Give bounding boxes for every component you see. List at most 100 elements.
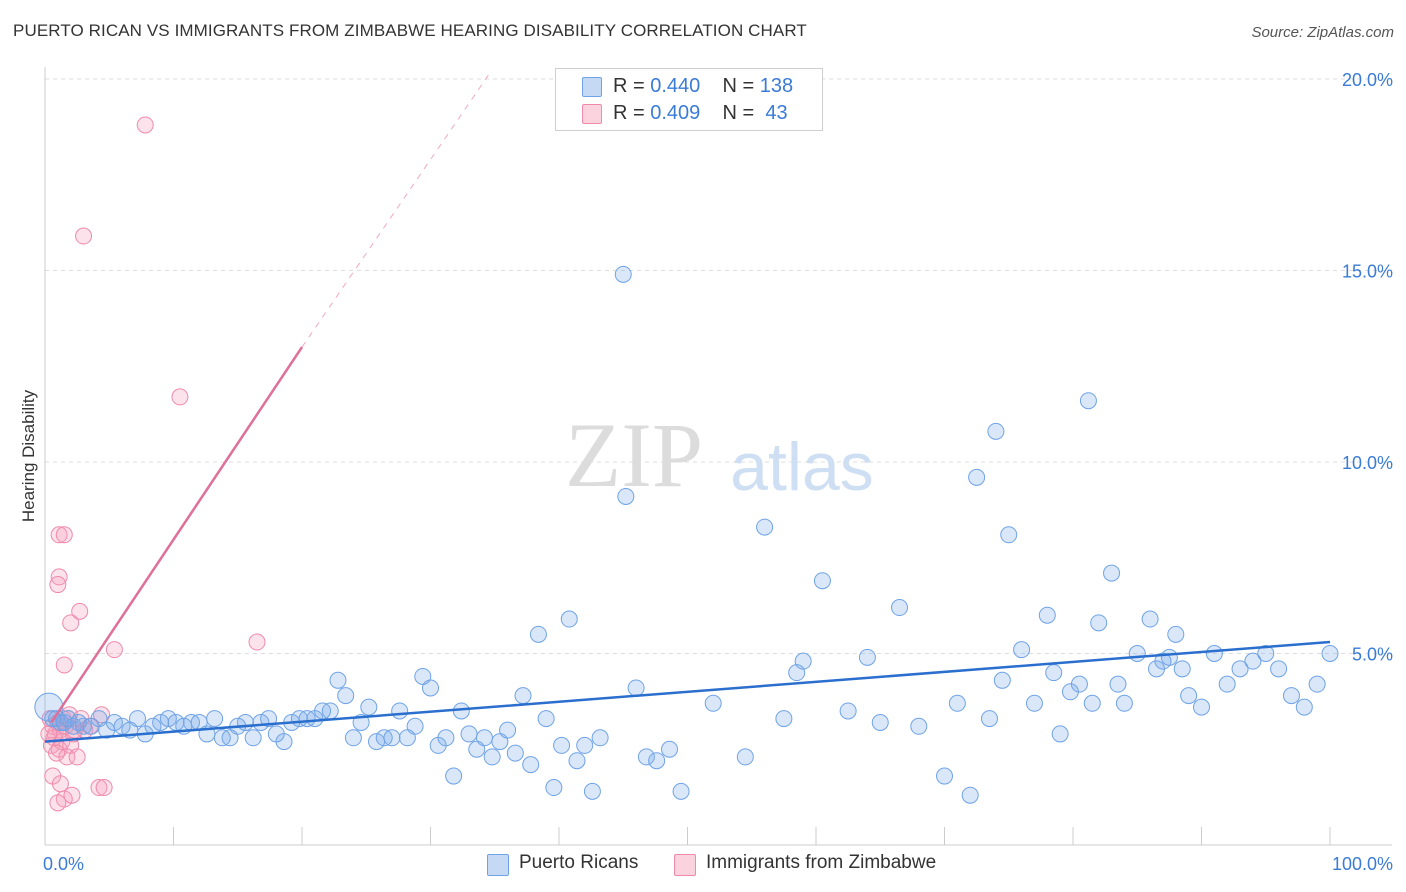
- data-point-puerto-rican: [1173, 660, 1191, 678]
- data-point-zimbabwe: [50, 526, 68, 544]
- data-point-zimbabwe: [68, 748, 86, 766]
- legend-swatch-blue: [582, 77, 602, 97]
- data-point-zimbabwe: [49, 576, 67, 594]
- data-point-puerto-rican: [337, 687, 355, 705]
- data-point-puerto-rican: [1257, 645, 1275, 662]
- data-point-zimbabwe: [58, 748, 76, 766]
- data-point-puerto-rican: [1025, 694, 1043, 712]
- data-point-puerto-rican: [891, 599, 909, 617]
- data-point-zimbabwe: [95, 779, 113, 797]
- trend-line-puerto-rican: [44, 640, 1331, 743]
- data-point-puerto-rican: [445, 767, 463, 785]
- data-point-puerto-rican: [775, 710, 793, 728]
- data-point-puerto-rican: [576, 736, 594, 754]
- data-point-puerto-rican: [553, 736, 571, 754]
- data-point-puerto-rican: [1038, 606, 1056, 624]
- data-point-zimbabwe: [55, 656, 73, 674]
- trend-lines: [44, 74, 1331, 743]
- data-point-puerto-rican: [1321, 645, 1339, 662]
- data-point-puerto-rican: [1128, 645, 1146, 662]
- data-point-zimbabwe: [75, 227, 93, 245]
- legend-swatch-pink: [674, 854, 696, 876]
- data-point-puerto-rican: [537, 710, 555, 728]
- data-point-zimbabwe: [49, 794, 67, 812]
- data-point-puerto-rican: [1180, 687, 1198, 705]
- data-point-puerto-rican: [961, 786, 979, 804]
- data-point-puerto-rican: [794, 652, 812, 670]
- data-point-puerto-rican: [1051, 725, 1069, 743]
- data-point-puerto-rican: [545, 779, 563, 797]
- series-zimbabwe-points: [40, 116, 266, 812]
- data-point-puerto-rican: [499, 721, 517, 739]
- data-point-puerto-rican: [522, 756, 540, 774]
- data-point-puerto-rican: [391, 702, 409, 720]
- legend-swatch-pink: [582, 104, 602, 124]
- data-point-puerto-rican: [1045, 664, 1063, 682]
- legend-r-value: 0.409: [650, 102, 701, 124]
- legend-n-value: 138: [759, 75, 794, 97]
- y-tick-label: 20.0%: [1342, 70, 1393, 90]
- series-puerto-rican-points: [34, 265, 1339, 804]
- data-point-puerto-rican: [568, 752, 586, 770]
- data-point-puerto-rican: [321, 702, 339, 720]
- data-point-zimbabwe: [62, 614, 80, 632]
- data-point-puerto-rican: [704, 694, 722, 712]
- data-point-puerto-rican: [1282, 687, 1300, 705]
- data-point-puerto-rican: [105, 713, 123, 731]
- data-point-puerto-rican: [968, 468, 986, 486]
- data-point-puerto-rican: [244, 729, 262, 747]
- data-point-puerto-rican: [422, 679, 439, 697]
- data-point-puerto-rican: [736, 748, 754, 766]
- data-point-puerto-rican: [1231, 660, 1249, 678]
- data-point-zimbabwe: [71, 602, 89, 620]
- data-point-puerto-rican: [987, 422, 1005, 440]
- x-tick-label: 100.0%: [1332, 854, 1393, 874]
- data-point-puerto-rican: [275, 733, 293, 751]
- y-tick-label: 5.0%: [1352, 645, 1393, 665]
- data-point-puerto-rican: [514, 687, 532, 705]
- data-point-puerto-rican: [1160, 648, 1178, 666]
- data-point-puerto-rican: [980, 710, 998, 728]
- data-point-puerto-rican: [583, 782, 601, 800]
- data-point-puerto-rican: [437, 729, 455, 747]
- data-point-puerto-rican: [1295, 698, 1313, 716]
- data-point-puerto-rican: [260, 710, 278, 728]
- data-point-puerto-rican: [627, 679, 645, 697]
- legend-swatch-blue: [487, 854, 509, 876]
- data-point-puerto-rican: [1167, 625, 1185, 643]
- data-point-puerto-rican: [648, 752, 666, 770]
- data-point-puerto-rican: [360, 698, 378, 716]
- data-point-puerto-rican: [236, 713, 254, 731]
- data-point-puerto-rican: [1141, 610, 1159, 628]
- data-point-puerto-rican: [460, 725, 478, 743]
- data-point-puerto-rican: [993, 671, 1011, 689]
- data-point-puerto-rican: [1103, 564, 1121, 582]
- legend-r-label: R =: [613, 75, 645, 97]
- data-point-puerto-rican: [1193, 698, 1210, 716]
- data-point-puerto-rican: [529, 625, 547, 643]
- data-point-puerto-rican: [661, 740, 679, 758]
- legend-n-value: 43: [765, 102, 788, 124]
- data-point-puerto-rican: [129, 710, 147, 728]
- data-point-puerto-rican: [591, 729, 609, 747]
- watermark-zip: ZIP: [565, 404, 703, 506]
- data-point-puerto-rican: [1270, 660, 1288, 678]
- data-point-puerto-rican: [1115, 694, 1133, 712]
- data-point-zimbabwe: [55, 526, 73, 544]
- data-point-puerto-rican: [1070, 675, 1088, 693]
- data-point-puerto-rican: [1244, 652, 1262, 670]
- watermark-atlas: atlas: [730, 429, 874, 505]
- data-point-zimbabwe: [90, 779, 108, 797]
- data-point-puerto-rican: [614, 265, 632, 283]
- data-point-puerto-rican: [1013, 641, 1031, 659]
- y-tick-label: 10.0%: [1342, 453, 1393, 473]
- data-point-puerto-rican: [113, 717, 131, 735]
- legend-label: Immigrants from Zimbabwe: [706, 852, 937, 873]
- data-point-puerto-rican: [206, 710, 224, 728]
- data-point-puerto-rican: [1109, 675, 1127, 693]
- trend-line-zimbabwe: [50, 346, 304, 724]
- data-point-zimbabwe: [136, 116, 154, 134]
- data-point-zimbabwe: [48, 744, 66, 762]
- data-point-puerto-rican: [948, 694, 966, 712]
